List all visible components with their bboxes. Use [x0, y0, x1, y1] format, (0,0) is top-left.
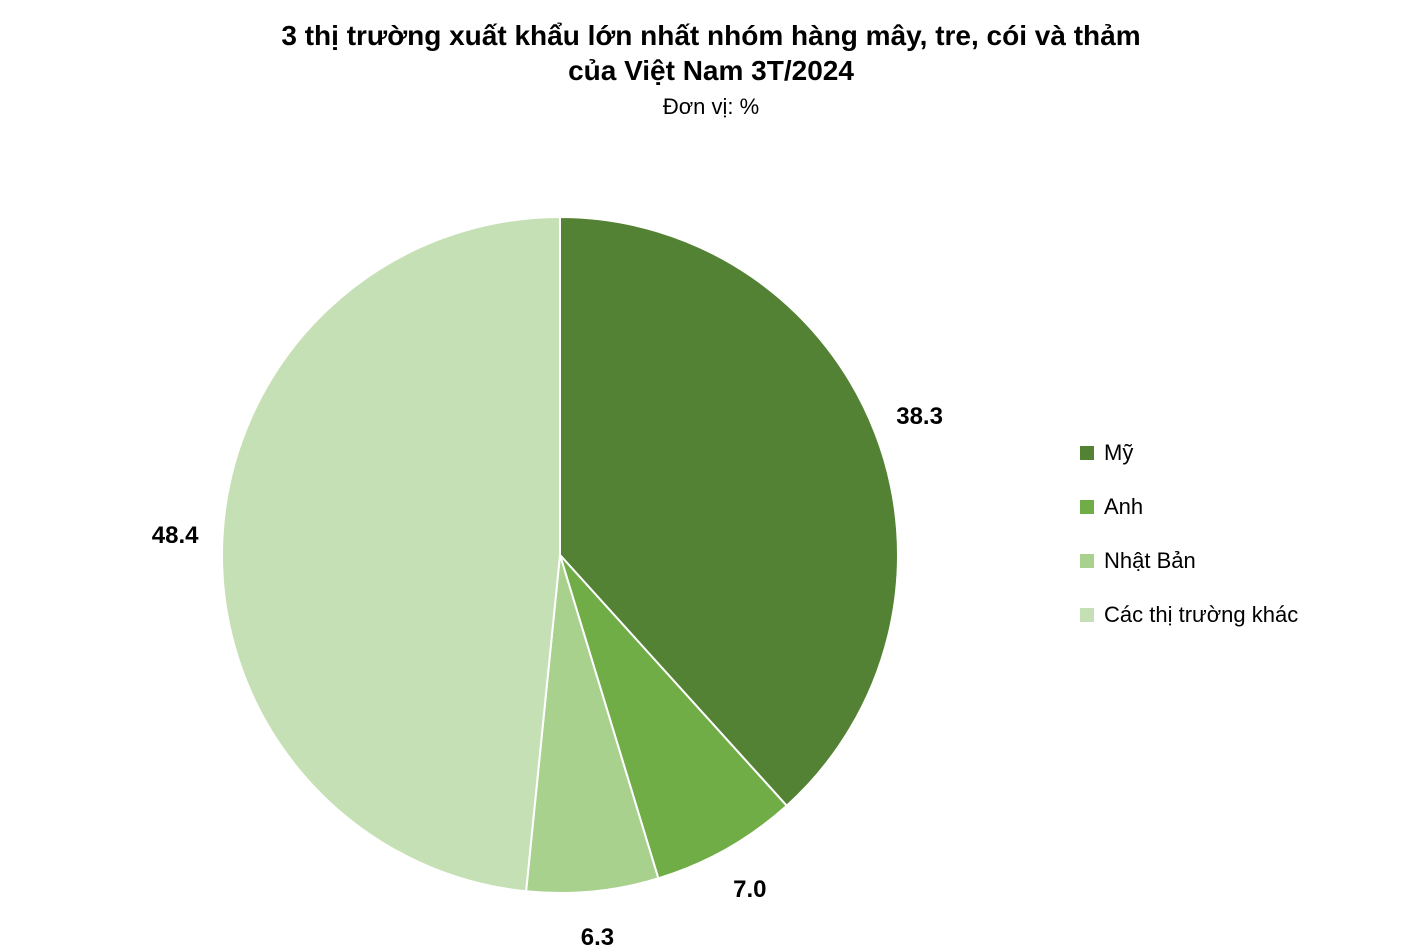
legend-item: Các thị trường khác	[1080, 602, 1298, 628]
legend-swatch	[1080, 554, 1094, 568]
pie-slice	[222, 217, 560, 891]
chart-subtitle: Đơn vị: %	[0, 94, 1422, 120]
slice-value-label: 7.0	[733, 876, 766, 904]
chart-title: 3 thị trường xuất khẩu lớn nhất nhóm hàn…	[211, 18, 1211, 88]
slice-value-label: 48.4	[152, 522, 199, 550]
slice-value-label: 38.3	[896, 403, 943, 431]
legend-swatch	[1080, 446, 1094, 460]
legend-swatch	[1080, 608, 1094, 622]
legend-item: Nhật Bản	[1080, 548, 1298, 574]
legend-label: Các thị trường khác	[1104, 602, 1298, 628]
title-line-2: của Việt Nam 3T/2024	[568, 55, 854, 86]
legend-item: Anh	[1080, 494, 1298, 520]
chart-container: 3 thị trường xuất khẩu lớn nhất nhóm hàn…	[0, 0, 1422, 931]
legend-item: Mỹ	[1080, 440, 1298, 466]
legend-label: Anh	[1104, 494, 1143, 520]
pie-chart	[222, 217, 898, 893]
title-line-1: 3 thị trường xuất khẩu lớn nhất nhóm hàn…	[281, 20, 1140, 51]
title-block: 3 thị trường xuất khẩu lớn nhất nhóm hàn…	[0, 18, 1422, 120]
legend-label: Mỹ	[1104, 440, 1133, 466]
legend-label: Nhật Bản	[1104, 548, 1196, 574]
legend-swatch	[1080, 500, 1094, 514]
legend: Mỹ Anh Nhật Bản Các thị trường khác	[1080, 440, 1298, 628]
slice-value-label: 6.3	[581, 924, 614, 952]
pie-svg	[222, 217, 898, 893]
